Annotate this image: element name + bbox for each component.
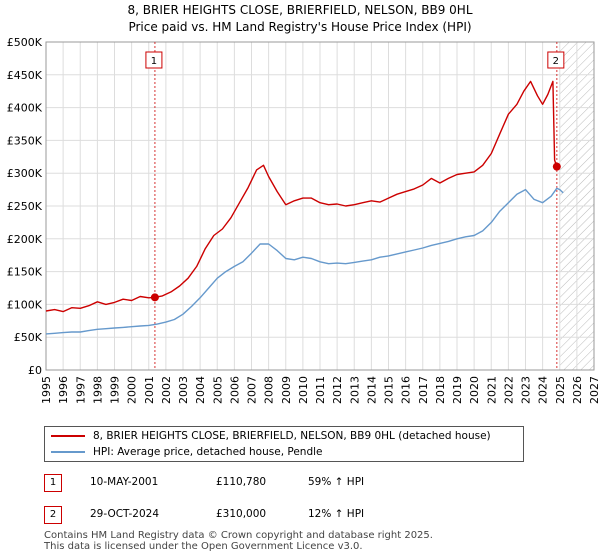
- x-tick-label: 2006: [228, 376, 241, 404]
- y-tick-label: £400K: [7, 102, 43, 115]
- y-tick-label: £100K: [7, 298, 43, 311]
- legend-item-property: 8, BRIER HEIGHTS CLOSE, BRIERFIELD, NELS…: [51, 429, 491, 444]
- footer-line-1: Contains HM Land Registry data © Crown c…: [44, 530, 433, 541]
- chart-title: 8, BRIER HEIGHTS CLOSE, BRIERFIELD, NELS…: [127, 3, 472, 17]
- x-tick-label: 2026: [571, 376, 584, 404]
- sale-date: 29-OCT-2024: [90, 508, 159, 520]
- sale-point: [150, 293, 159, 302]
- y-tick-label: £300K: [7, 167, 43, 180]
- x-tick-label: 2010: [297, 376, 310, 404]
- x-tick-label: 2011: [314, 376, 327, 404]
- x-tick-label: 2004: [194, 376, 207, 404]
- chart-legend: 8, BRIER HEIGHTS CLOSE, BRIERFIELD, NELS…: [44, 426, 524, 462]
- x-tick-label: 2020: [468, 376, 481, 404]
- sale-number-badge: 1: [44, 474, 62, 492]
- sale-price: £310,000: [216, 508, 267, 520]
- sale-marker-label: 2: [553, 56, 559, 67]
- legend-swatch-property: [51, 435, 85, 437]
- x-tick-label: 1999: [109, 376, 122, 404]
- sale-hpi-change: 59% ↑ HPI: [308, 476, 365, 488]
- x-tick-label: 2003: [177, 376, 190, 404]
- x-tick-label: 2024: [537, 376, 550, 404]
- x-tick-label: 2014: [365, 376, 378, 404]
- sale-marker-badge: [547, 51, 565, 69]
- x-tick-label: 2016: [400, 376, 413, 404]
- series-line-hpi: [45, 187, 564, 335]
- chart-subtitle: Price paid vs. HM Land Registry's House …: [128, 20, 471, 34]
- x-tick-label: 1995: [40, 376, 53, 404]
- y-tick-label: £250K: [7, 200, 43, 213]
- legend-item-hpi: HPI: Average price, detached house, Pend…: [51, 445, 322, 460]
- sale-point: [552, 162, 561, 171]
- sale-row: 2 29-OCT-2024 £310,000 12% ↑ HPI: [44, 506, 584, 526]
- x-tick-label: 2008: [263, 376, 276, 404]
- sale-hpi-change: 12% ↑ HPI: [308, 508, 365, 520]
- x-tick-label: 2015: [383, 376, 396, 404]
- x-tick-label: 2007: [246, 376, 259, 404]
- legend-swatch-hpi: [51, 451, 85, 453]
- x-tick-label: 2000: [126, 376, 139, 404]
- sale-row: 1 10-MAY-2001 £110,780 59% ↑ HPI: [44, 474, 584, 494]
- x-tick-label: 2005: [211, 376, 224, 404]
- x-tick-label: 2013: [348, 376, 361, 404]
- legend-label-property: 8, BRIER HEIGHTS CLOSE, BRIERFIELD, NELS…: [93, 430, 491, 442]
- sale-marker-label: 1: [151, 56, 157, 67]
- legend-label-hpi: HPI: Average price, detached house, Pend…: [93, 446, 323, 458]
- x-tick-label: 2009: [280, 376, 293, 404]
- x-tick-label: 1996: [57, 376, 70, 404]
- plot-frame: [45, 41, 595, 371]
- x-tick-label: 2021: [485, 376, 498, 404]
- y-tick-label: £200K: [7, 233, 43, 246]
- y-tick-label: £150K: [7, 266, 43, 279]
- x-tick-label: 2001: [143, 376, 156, 404]
- x-tick-label: 1998: [91, 376, 104, 404]
- sale-number-badge: 2: [44, 506, 62, 524]
- x-tick-label: 2023: [520, 376, 533, 404]
- sale-price: £110,780: [216, 476, 267, 488]
- y-tick-label: £50K: [14, 331, 43, 344]
- footer-line-2: This data is licensed under the Open Gov…: [44, 541, 363, 552]
- x-tick-label: 2017: [417, 376, 430, 404]
- footer-attribution: Contains HM Land Registry data © Crown c…: [44, 530, 433, 552]
- sale-marker-badge: [145, 51, 163, 69]
- x-tick-label: 1997: [74, 376, 87, 404]
- y-tick-label: £450K: [7, 69, 43, 82]
- y-tick-label: £0: [28, 364, 42, 377]
- series-line-property: [45, 80, 558, 313]
- x-tick-label: 2018: [434, 376, 447, 404]
- x-tick-label: 2025: [554, 376, 567, 404]
- x-tick-label: 2027: [588, 376, 600, 404]
- x-tick-label: 2002: [160, 376, 173, 404]
- x-tick-label: 2012: [331, 376, 344, 404]
- price-chart: 8, BRIER HEIGHTS CLOSE, BRIERFIELD, NELS…: [7, 3, 600, 404]
- y-tick-label: £350K: [7, 134, 43, 147]
- sale-date: 10-MAY-2001: [90, 476, 159, 488]
- x-tick-label: 2019: [451, 376, 464, 404]
- y-tick-label: £500K: [7, 36, 43, 49]
- x-tick-label: 2022: [502, 376, 515, 404]
